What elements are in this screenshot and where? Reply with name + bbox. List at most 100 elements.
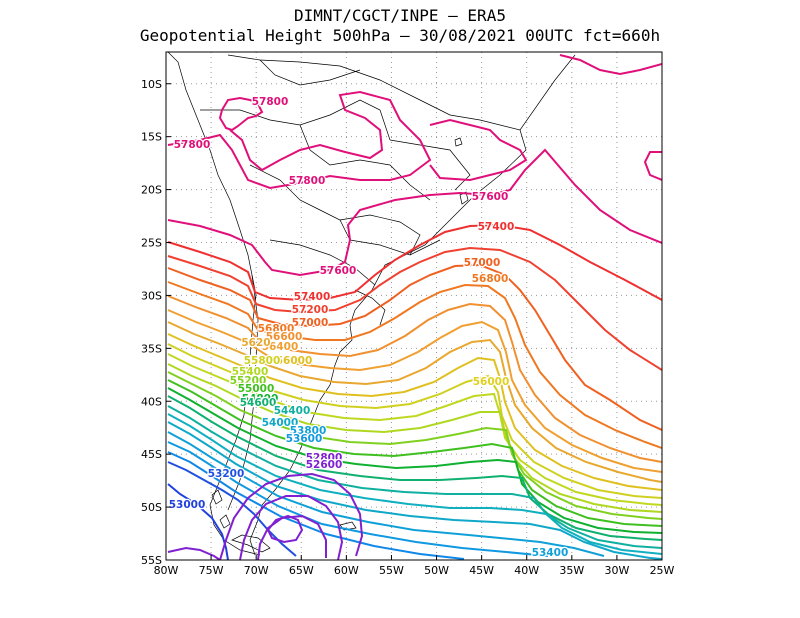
contour-label: 53600 (286, 433, 323, 445)
contour-56000 (167, 333, 662, 491)
contour-label: 54400 (274, 405, 311, 417)
contour-labels: 5780057800578005760057600574005740057200… (167, 95, 569, 560)
height-contours (167, 54, 662, 560)
lat-tick-label: 35S (141, 342, 162, 355)
contour-56200 (167, 321, 662, 483)
contour-label: 57000 (292, 317, 329, 329)
contour-label: 55400 (232, 366, 269, 378)
contour-label: 52600 (306, 459, 343, 471)
lat-tick-label: 40S (141, 395, 162, 408)
lon-tick-label: 35W (559, 564, 584, 577)
contour-label: 53800 (290, 425, 327, 437)
map-title-line1: DIMNT/CGCT/INPE – ERA5 (294, 6, 506, 25)
contour-label: 56800 (258, 323, 295, 335)
contour-57600 (167, 148, 662, 277)
contour-label: 56800 (472, 273, 509, 285)
lon-tick-label: 45W (469, 564, 494, 577)
lat-tick-label: 50S (141, 501, 162, 514)
country-borders (167, 52, 576, 556)
contour-label: 54800 (242, 393, 279, 405)
lon-tick-label: 55W (379, 564, 404, 577)
lat-tick-label: 15S (141, 131, 162, 144)
contour-label: 55000 (238, 383, 275, 395)
contour-52000-corner (167, 546, 221, 560)
contour-55200 (167, 371, 662, 520)
contour-57800-d (643, 151, 662, 181)
contour-57800-c (559, 54, 662, 76)
contour-55800 (167, 343, 662, 499)
contour-label: 56000 (473, 376, 510, 388)
contour-label: 55200 (230, 375, 267, 387)
contour-label: 53000 (169, 499, 206, 511)
lon-tick-label: 30W (604, 564, 629, 577)
lon-tick-label: 60W (334, 564, 359, 577)
lat-tick-label: 30S (141, 289, 162, 302)
contour-label: 57400 (478, 221, 515, 233)
lat-tick-label: 45S (141, 448, 162, 461)
contour-54400 (167, 405, 662, 549)
border-chile-argentina (227, 274, 259, 511)
contour-53800 (167, 431, 605, 557)
contour-54800 (167, 387, 662, 534)
contour-label: 57600 (320, 265, 357, 277)
lon-tick-label: 70W (244, 564, 269, 577)
contour-label: 56600 (266, 331, 303, 343)
contour-label: 56400 (262, 341, 299, 353)
contour-label: 54000 (262, 417, 299, 429)
border-uruguay (354, 289, 386, 326)
border-brazil-south (349, 239, 441, 256)
contour-label: 57400 (294, 291, 331, 303)
axis-ticks: 80W 75W 70W 65W 60W 55W 50W 45W 40W 35W 30W 25W 10S 1… (141, 78, 675, 577)
contour-label: 53200 (208, 468, 245, 480)
coastline-east (249, 129, 527, 556)
contour-label: 53400 (532, 547, 569, 559)
contour-label: 57800 (174, 139, 211, 151)
contour-label: 52800 (306, 452, 343, 464)
contour-56600 (167, 295, 662, 463)
lat-tick-label: 20S (141, 184, 162, 197)
lon-tick-label: 80W (154, 564, 179, 577)
contour-label: 54600 (240, 397, 277, 409)
coastline-north (227, 54, 576, 131)
contour-54000 (167, 421, 662, 560)
contour-label: 57000 (464, 257, 501, 269)
contour-57400 (167, 223, 662, 302)
lon-tick-label: 40W (514, 564, 539, 577)
contour-57800-a (218, 96, 264, 132)
border-paraguay (339, 214, 421, 256)
map-title-line2: Geopotential Height 500hPa – 30/08/2021 … (139, 26, 661, 45)
contour-55600 (167, 353, 662, 506)
contour-57800-e (429, 118, 528, 182)
contour-54200 (167, 413, 662, 555)
contour-53000 (167, 483, 229, 560)
contour-56400 (167, 309, 662, 473)
border-venezuela (259, 59, 361, 86)
contour-55400 (167, 363, 662, 513)
lat-tick-label: 55S (141, 554, 162, 567)
contour-label: 57200 (292, 304, 329, 316)
lat-tick-label: 10S (141, 78, 162, 91)
lon-tick-label: 50W (424, 564, 449, 577)
border-brazil-inner (299, 124, 431, 201)
border-argentina-north (269, 239, 376, 286)
contour-label: 57800 (252, 96, 289, 108)
contour-57000 (167, 263, 662, 431)
contour-label: 55800 (244, 355, 281, 367)
contour-57200 (167, 246, 662, 371)
lat-tick-label: 25S (141, 237, 162, 250)
lon-tick-label: 65W (289, 564, 314, 577)
contour-56800 (167, 281, 662, 449)
contour-label: 56000 (276, 355, 313, 367)
border-peru-brazil (200, 99, 391, 141)
contour-label: 57600 (472, 191, 509, 203)
contour-label: 57800 (289, 175, 326, 187)
contour-52200 (266, 514, 304, 544)
contour-53400 (167, 451, 465, 560)
contour-55000 (167, 379, 662, 527)
lon-tick-label: 75W (199, 564, 224, 577)
lon-tick-label: 25W (650, 564, 675, 577)
contour-52800 (219, 472, 364, 560)
contour-53600 (167, 441, 549, 557)
contour-54600 (167, 395, 662, 541)
